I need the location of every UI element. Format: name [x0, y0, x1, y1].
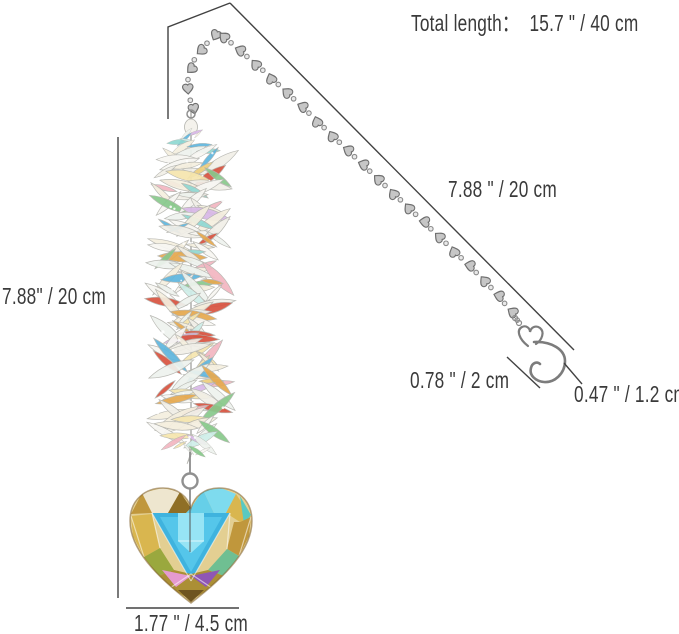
heart-width-label: 1.77 " / 4.5 cm [134, 610, 249, 634]
chain-length-label: 7.88 " / 20 cm [448, 176, 557, 202]
s-hook-icon [511, 314, 567, 384]
dimension-lines [117, 2, 583, 609]
total-length-label: Total length： 15.7 " / 40 cm [411, 10, 639, 36]
hook-width-label: 0.47 " / 1.2 cm [574, 381, 679, 407]
hanging-chain [181, 29, 521, 323]
cluster-length-label: 7.88" / 20 cm [2, 283, 106, 309]
heart-pendant [129, 487, 253, 604]
hook-length-label: 0.78 " / 2 cm [410, 367, 510, 393]
crystal-cluster [143, 109, 240, 458]
